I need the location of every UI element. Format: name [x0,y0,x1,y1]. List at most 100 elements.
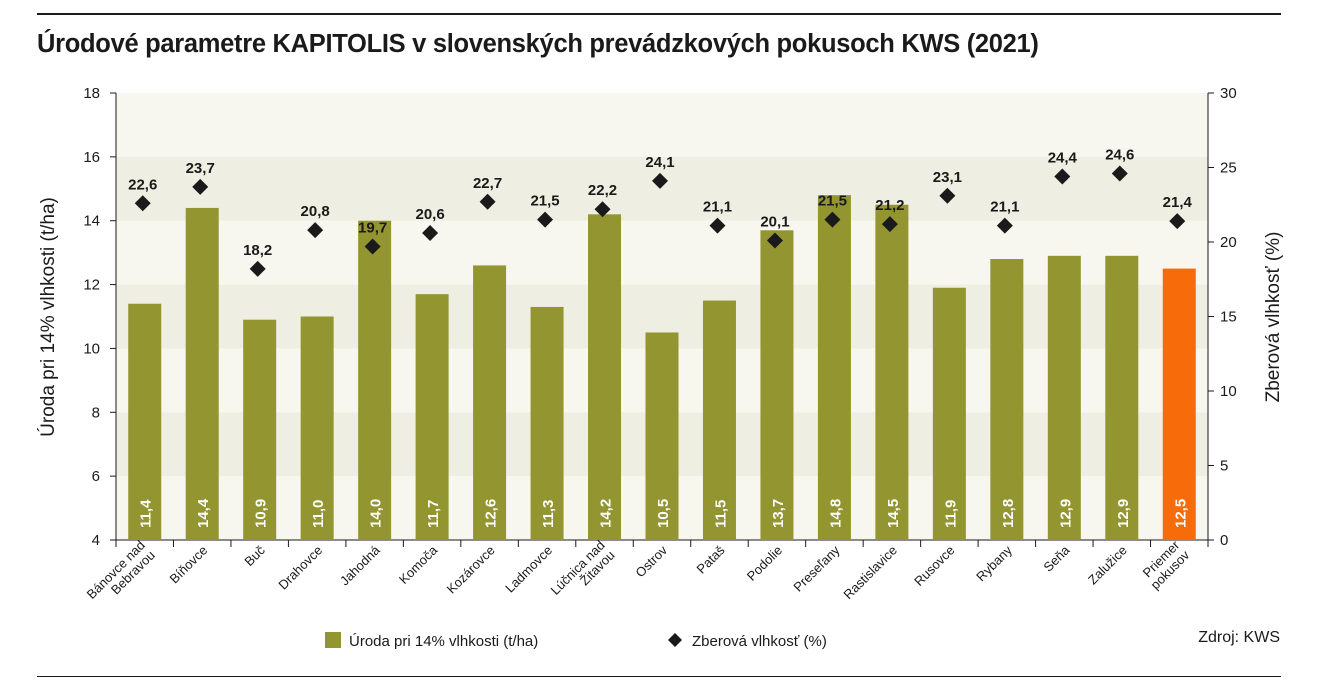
bottom-rule [37,676,1281,677]
y-axis-title: Úroda pri 14% vlhkosti (t/ha) [37,197,59,437]
moisture-marker [594,201,611,218]
bar [530,306,564,540]
bar [875,204,909,540]
moisture-value-label: 21,1 [990,199,1019,216]
background-band [116,220,1208,285]
x-tick-label: Rastislavice [840,543,900,603]
x-tick-label: Rusovce [911,543,957,589]
bar-value-label: 11,7 [425,500,442,528]
x-tick-label: Ostrov [632,542,670,580]
moisture-marker [766,232,783,249]
moisture-value-label: 21,5 [530,193,559,210]
bar-value-label: 11,0 [310,500,327,528]
y-tick-label: 4 [92,532,100,549]
moisture-value-label: 18,2 [243,242,272,259]
moisture-marker [996,217,1013,234]
x-tick-label: Drahovce [275,543,325,593]
y-tick-label: 18 [83,85,100,102]
moisture-marker [192,178,209,195]
moisture-value-label: 22,7 [473,175,502,192]
moisture-value-label: 23,7 [186,160,215,177]
markers [134,165,1186,277]
background-band [116,156,1208,221]
bar-value-label: 12,8 [1000,499,1017,528]
bar-value-label: 14,5 [885,499,902,528]
x-tick-label: Rybany [973,542,1015,584]
legend-bar-label: Úroda pri 14% vlhkosti (t/ha) [349,633,538,650]
legend-marker-label: Zberová vlhkosť (%) [692,633,827,650]
top-rule [37,13,1281,15]
moisture-marker [364,238,381,255]
moisture-value-label: 21,1 [703,199,732,216]
x-tick-label: Kozárovce [444,543,498,597]
moisture-value-label: 24,6 [1105,146,1134,163]
bar [243,319,277,540]
moisture-value-label: 20,6 [416,206,445,223]
bar-value-label: 12,9 [1057,499,1074,528]
moisture-value-label: 21,5 [818,193,847,210]
y-tick-label: 14 [83,213,100,230]
y2-axis-title: Zberová vlhkosť (%) [1263,232,1284,403]
y-tick-label: 16 [83,149,100,166]
x-tick-label: Pataš [693,542,727,576]
y2-tick-label: 5 [1220,458,1228,475]
background-band [116,93,1208,157]
marker-labels: 22,6 23,7 18,2 20,8 19,7 20,6 22,7 21,5 22,2 24,1… [128,146,1192,258]
chart-title: Úrodové parametre KAPITOLIS v slovenskýc… [37,30,1039,58]
bar [817,195,851,540]
legend-bar-swatch [325,632,341,648]
x-tick-label: Lúčnica nadŽitavou [548,538,618,608]
moisture-value-label: 19,7 [358,219,387,236]
bar-value-label: 14,8 [827,499,844,528]
y2-tick-label: 10 [1220,383,1237,400]
bar [185,207,219,540]
moisture-marker [1111,165,1128,182]
x-tick-label: Preseľany [790,542,842,594]
bar-value-label: 12,5 [1172,499,1189,528]
moisture-marker [422,225,439,242]
moisture-marker [1054,168,1071,185]
bar-value-label: 11,5 [712,500,729,528]
bar-value-label: 14,0 [368,499,385,528]
y-tick-label: 8 [92,404,100,421]
bar-value-label: 12,6 [483,499,500,528]
x-tick-label: Jahodná [337,542,383,588]
x-tick-label: Podolie [744,543,785,584]
moisture-marker [249,260,266,277]
y2-tick-label: 0 [1220,532,1228,549]
moisture-value-label: 21,2 [875,197,904,214]
bars [128,195,1196,541]
x-tick-label: Komoča [396,542,441,587]
bar [358,220,392,540]
moisture-marker [479,193,496,210]
y2-tick-label: 20 [1220,234,1237,251]
x-tick-label: Buč [241,542,268,569]
y-tick-label: 10 [83,340,100,357]
bar [990,259,1024,540]
right-axis: 0 5 10 15 20 25 30 [1207,85,1237,549]
x-tick-label: Seňa [1040,542,1073,575]
moisture-marker [709,217,726,234]
bar [932,287,966,540]
x-tick-label: Zalužice [1085,543,1130,588]
moisture-value-label: 24,1 [645,154,674,171]
moisture-marker [652,172,668,189]
bar-value-label: 11,3 [540,500,557,528]
bar [1105,255,1139,541]
bar-value-label: 14,2 [598,499,615,528]
bar-value-label: 13,7 [770,499,787,528]
moisture-value-label: 22,2 [588,182,617,199]
moisture-marker [881,216,898,233]
bar [645,332,679,540]
bar-value-label: 11,4 [138,499,155,528]
legend: Úroda pri 14% vlhkosti (t/ha) Zberová vl… [325,632,827,650]
x-tick-label: Bíňovce [167,543,211,587]
left-axis: 4 6 8 10 12 14 16 18 [83,85,1209,549]
moisture-marker [824,211,841,228]
bar [128,303,162,540]
bar [300,316,334,540]
moisture-marker [939,187,956,204]
moisture-marker [307,222,324,239]
bar [415,294,449,540]
